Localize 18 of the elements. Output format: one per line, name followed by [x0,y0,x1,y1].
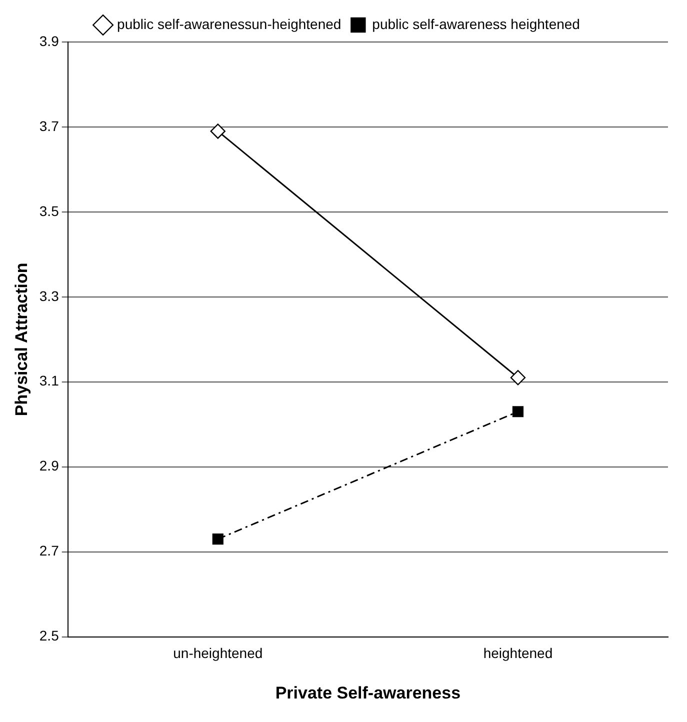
point [510,370,526,386]
x-axis-title: Private Self-awareness [275,683,461,702]
y-tick-label: 3.5 [39,202,60,219]
y-tick-label: 3.1 [39,372,60,389]
point [210,124,226,139]
y-axis-title: Physical Attraction [12,262,31,416]
y-tick-label: 2.7 [39,542,60,559]
legend-label: public self-awarenessun-heightened [117,16,342,32]
y-tick-label: 3.9 [39,32,60,49]
y-tick-label: 2.9 [39,458,60,474]
legend-label: public self-awareness heightened [372,16,580,32]
point [212,534,224,545]
y-tick-label: 3.3 [39,288,60,304]
x-tick-label: un-heightened [173,645,263,662]
y-tick-label: 2.5 [39,628,60,644]
y-tick-label: 3.7 [39,118,60,134]
x-tick-label: heightened [483,645,553,662]
point [512,406,524,418]
